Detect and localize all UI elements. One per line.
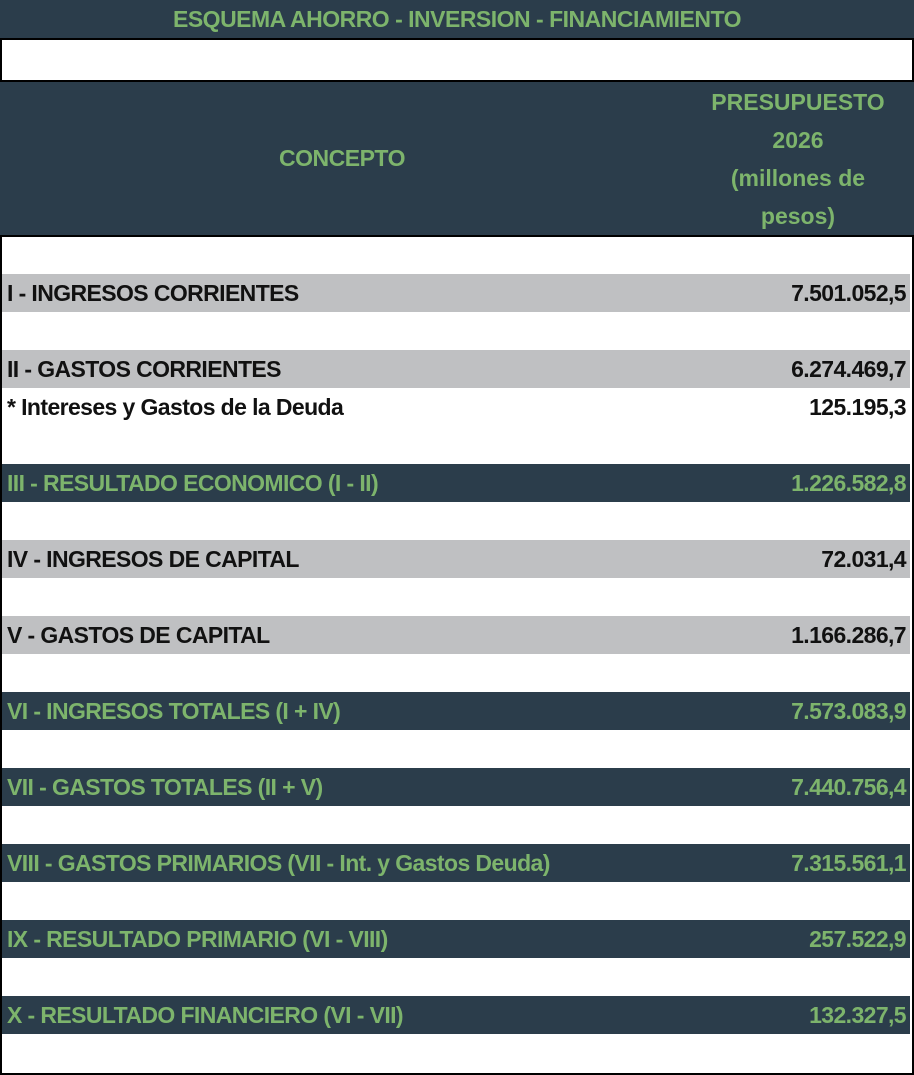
row-label: III - RESULTADO ECONOMICO (I - II) (7, 469, 379, 496)
table-title: ESQUEMA AHORRO - INVERSION - FINANCIAMIE… (0, 0, 914, 40)
table-header: CONCEPTO PRESUPUESTO 2026 (millones de p… (0, 80, 914, 237)
header-presupuesto-line: 2026 (772, 126, 824, 153)
row-value: 7.573.083,9 (791, 697, 907, 724)
table-row-gastos-capital: V - GASTOS DE CAPITAL 1.166.286,7 (2, 616, 910, 654)
row-value: 132.327,5 (809, 1001, 907, 1028)
table-row-gastos-corrientes: II - GASTOS CORRIENTES 6.274.469,7 (2, 350, 910, 388)
header-presupuesto: PRESUPUESTO 2026 (millones de pesos) (684, 82, 912, 235)
table-row-gastos-primarios: VIII - GASTOS PRIMARIOS (VII - Int. y Ga… (2, 844, 910, 882)
header-presupuesto-line: (millones de (730, 164, 866, 191)
table-row-ingresos-capital: IV - INGRESOS DE CAPITAL 72.031,4 (2, 540, 910, 578)
header-presupuesto-line: pesos) (760, 202, 836, 229)
table-row-resultado-primario: IX - RESULTADO PRIMARIO (VI - VIII) 257.… (2, 920, 910, 958)
row-label: I - INGRESOS CORRIENTES (7, 279, 299, 306)
row-label: V - GASTOS DE CAPITAL (7, 621, 270, 648)
header-concepto: CONCEPTO (279, 145, 405, 171)
table-row-intereses-deuda: * Intereses y Gastos de la Deuda 125.195… (2, 388, 910, 426)
header-presupuesto-line: PRESUPUESTO (711, 88, 885, 115)
row-value: 7.440.756,4 (791, 773, 907, 800)
row-label: VIII - GASTOS PRIMARIOS (VII - Int. y Ga… (7, 849, 550, 876)
table-row-ingresos-corrientes: I - INGRESOS CORRIENTES 7.501.052,5 (2, 274, 910, 312)
row-value: 257.522,9 (809, 925, 907, 952)
row-value: 125.195,3 (809, 393, 907, 420)
row-label: IX - RESULTADO PRIMARIO (VI - VIII) (7, 925, 388, 952)
row-label: VI - INGRESOS TOTALES (I + IV) (7, 697, 341, 724)
row-value: 72.031,4 (821, 545, 906, 572)
row-label: X - RESULTADO FINANCIERO (VI - VII) (7, 1001, 404, 1028)
table-row-resultado-financiero: X - RESULTADO FINANCIERO (VI - VII) 132.… (2, 996, 910, 1034)
row-value: 7.315.561,1 (791, 849, 907, 876)
table-row-gastos-totales: VII - GASTOS TOTALES (II + V) 7.440.756,… (2, 768, 910, 806)
row-label: IV - INGRESOS DE CAPITAL (7, 545, 299, 572)
table-row-ingresos-totales: VI - INGRESOS TOTALES (I + IV) 7.573.083… (2, 692, 910, 730)
table-row-resultado-economico: III - RESULTADO ECONOMICO (I - II) 1.226… (2, 464, 910, 502)
row-value: 7.501.052,5 (791, 279, 907, 306)
row-label: * Intereses y Gastos de la Deuda (7, 393, 344, 420)
row-value: 1.226.582,8 (791, 469, 907, 496)
row-label: II - GASTOS CORRIENTES (7, 355, 282, 382)
row-value: 1.166.286,7 (791, 621, 907, 648)
row-value: 6.274.469,7 (791, 355, 907, 382)
row-label: VII - GASTOS TOTALES (II + V) (7, 773, 323, 800)
